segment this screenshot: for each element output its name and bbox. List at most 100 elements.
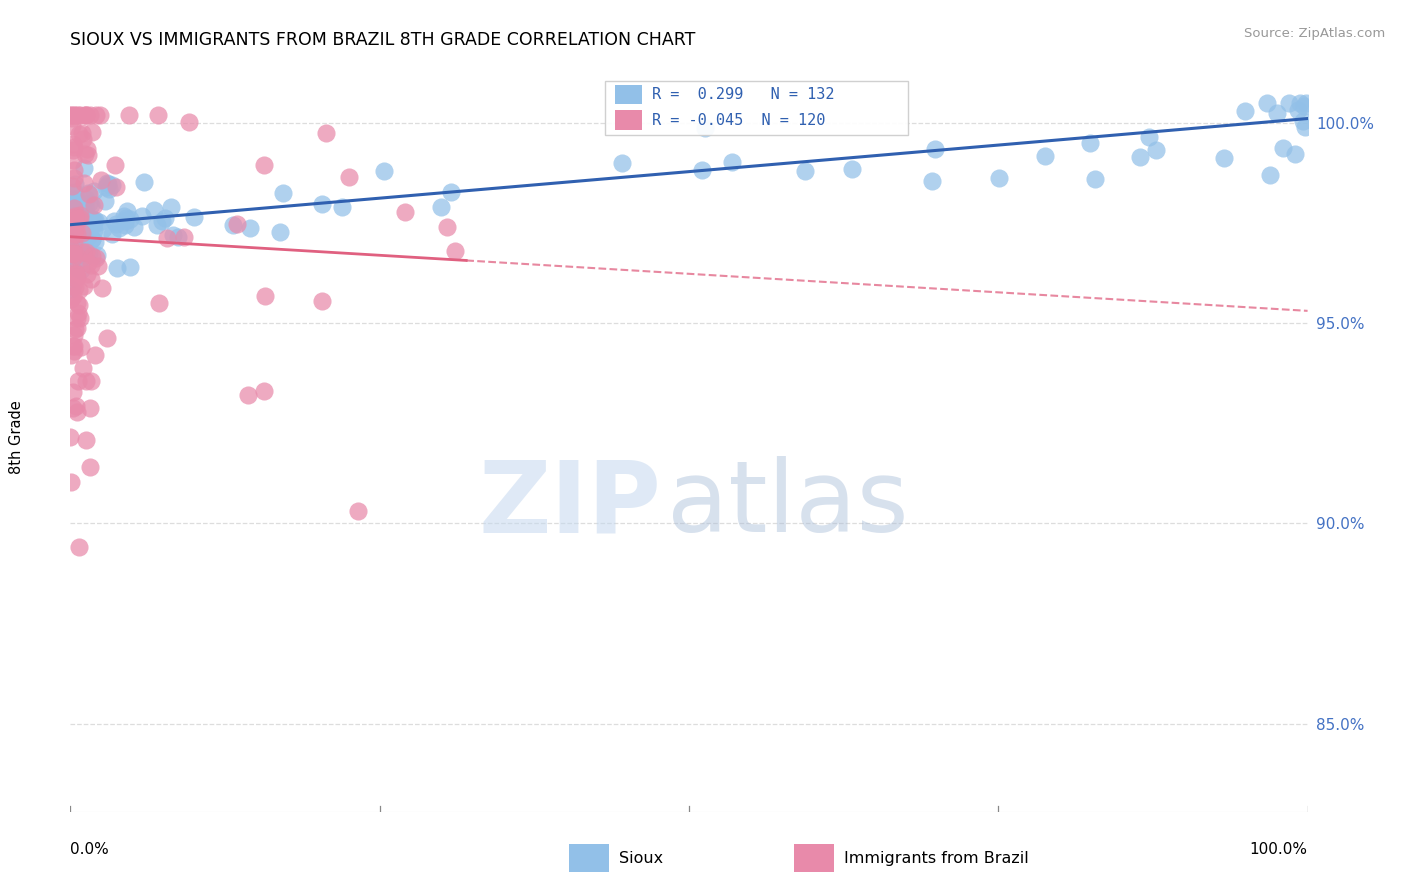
Point — [346, 504, 368, 518]
Point — [311, 197, 333, 211]
Point — [66, 223, 89, 237]
Point — [73, 200, 96, 214]
Point — [62, 214, 84, 228]
Point — [73, 107, 96, 121]
Point — [75, 107, 97, 121]
Point — [101, 178, 124, 192]
Point — [1271, 141, 1294, 155]
Point — [1291, 114, 1313, 128]
Point — [60, 107, 83, 121]
Point — [79, 107, 101, 121]
Point — [82, 232, 104, 246]
Text: 0.0%: 0.0% — [70, 842, 110, 856]
Point — [60, 269, 83, 284]
Point — [436, 220, 458, 235]
Point — [693, 121, 716, 136]
Point — [120, 260, 142, 275]
Point — [103, 213, 125, 227]
Point — [63, 250, 86, 264]
Point — [76, 227, 98, 242]
Point — [62, 278, 84, 293]
Point — [75, 215, 97, 229]
Point — [62, 289, 84, 303]
Point — [60, 119, 83, 133]
Point — [430, 200, 453, 214]
Point — [94, 194, 117, 208]
Point — [84, 348, 107, 362]
Point — [721, 154, 744, 169]
Bar — [614, 111, 643, 130]
Text: R =  0.299   N = 132: R = 0.299 N = 132 — [652, 87, 834, 103]
Point — [69, 244, 91, 258]
Point — [65, 269, 87, 284]
Point — [83, 184, 105, 198]
Text: Sioux: Sioux — [619, 851, 662, 865]
Point — [60, 179, 83, 194]
Point — [59, 282, 82, 296]
Point — [97, 178, 120, 192]
Point — [67, 540, 90, 554]
Point — [63, 207, 86, 221]
Point — [114, 218, 136, 232]
Point — [75, 434, 97, 448]
Point — [793, 163, 815, 178]
Point — [80, 272, 103, 286]
Point — [72, 209, 94, 223]
Point — [69, 298, 91, 312]
Point — [69, 209, 91, 223]
Point — [67, 306, 90, 320]
Point — [80, 259, 103, 273]
Point — [114, 213, 136, 227]
Point — [62, 401, 84, 415]
Point — [62, 143, 84, 157]
Point — [444, 244, 467, 259]
Point — [63, 236, 86, 251]
Point — [252, 158, 274, 172]
Point — [66, 405, 89, 419]
Point — [62, 193, 84, 207]
Point — [63, 185, 86, 199]
Point — [89, 107, 111, 121]
Point — [69, 208, 91, 222]
Point — [65, 209, 87, 223]
Point — [59, 211, 82, 226]
Point — [1295, 95, 1317, 110]
Point — [73, 279, 96, 293]
Point — [269, 225, 291, 239]
Point — [115, 211, 138, 225]
Point — [924, 142, 946, 156]
Point — [83, 223, 105, 237]
Point — [59, 240, 82, 254]
Point — [62, 136, 84, 151]
Point — [75, 107, 97, 121]
Point — [59, 107, 82, 121]
Point — [60, 210, 83, 224]
Point — [98, 182, 121, 196]
Point — [65, 295, 87, 310]
Point — [80, 232, 103, 246]
Point — [69, 213, 91, 227]
Point — [80, 374, 103, 388]
Point — [70, 235, 93, 249]
Point — [79, 401, 101, 416]
Point — [63, 264, 86, 278]
Point — [77, 246, 100, 260]
Point — [69, 210, 91, 224]
Point — [105, 261, 128, 276]
Point — [118, 107, 141, 121]
Point — [84, 213, 107, 227]
Point — [69, 340, 91, 354]
Point — [65, 247, 87, 261]
Point — [72, 361, 94, 376]
Point — [77, 186, 100, 200]
Point — [72, 245, 94, 260]
Point — [1084, 171, 1107, 186]
Point — [70, 212, 93, 227]
Point — [75, 374, 97, 388]
Point — [69, 247, 91, 261]
Point — [62, 246, 84, 260]
Point — [72, 235, 94, 250]
Point — [1256, 95, 1278, 110]
Text: atlas: atlas — [666, 456, 908, 553]
Point — [60, 252, 83, 267]
